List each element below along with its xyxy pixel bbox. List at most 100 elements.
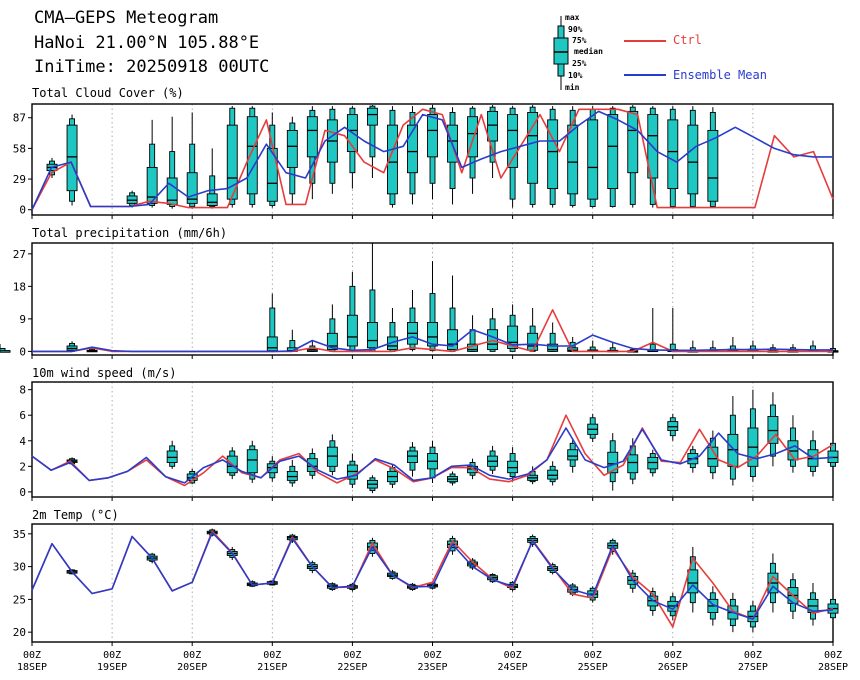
y-tick-label: 0	[19, 204, 26, 217]
y-tick-label: 0	[19, 486, 26, 499]
legend-median-label: median	[574, 47, 603, 56]
y-tick-label: 9	[19, 313, 26, 326]
y-tick-label: 87	[13, 112, 26, 125]
x-tick-label: 25SEP	[578, 662, 608, 673]
panel-1: Total precipitation (mm/6h) 0 9 18 27	[0, 226, 839, 359]
ensemble-mean-line	[31, 427, 834, 484]
x-tick-label: 19SEP	[97, 662, 127, 673]
box-inner	[427, 322, 438, 347]
box-inner	[507, 325, 519, 349]
box-inner	[707, 129, 719, 202]
x-tick-label: 23SEP	[417, 662, 447, 673]
meteogram-title: CMA—GEPS Meteogram	[34, 8, 219, 28]
box-inner	[707, 446, 719, 467]
x-tick-label: 22SEP	[337, 662, 367, 673]
box-inner	[387, 124, 398, 195]
box-inner	[567, 449, 579, 461]
x-tick-label: 00Z	[183, 650, 201, 661]
box-inner	[607, 114, 619, 190]
box-inner	[366, 107, 378, 126]
ensemble-mean-line	[32, 328, 833, 353]
panel-title: 2m Temp (°C)	[32, 508, 119, 522]
x-tick-label: 27SEP	[738, 662, 768, 673]
ensemble-mean-line	[31, 110, 833, 211]
box-inner	[687, 569, 699, 594]
box-inner	[366, 322, 378, 349]
legend-box-icon	[553, 16, 569, 90]
ensemble-mean-line	[31, 531, 834, 620]
box-inner	[487, 110, 499, 142]
y-tick-label: 30	[13, 561, 26, 574]
box-inner	[447, 329, 458, 351]
box-inner	[346, 314, 358, 347]
legend-min-label: min	[565, 83, 580, 92]
box-inner	[567, 124, 579, 195]
box-inner	[266, 336, 278, 352]
box-inner	[226, 124, 238, 200]
y-tick-label: 6	[19, 409, 26, 422]
box-inner	[487, 329, 499, 351]
legend-p25-label: 25%	[572, 59, 587, 68]
box-inner	[66, 124, 78, 192]
y-tick-label: 0	[19, 345, 26, 358]
y-tick-label: 20	[13, 626, 26, 639]
box-inner	[687, 124, 699, 195]
box-inner	[467, 116, 478, 158]
box-inner	[627, 110, 639, 174]
box-inner	[407, 124, 418, 174]
box-inner	[0, 350, 11, 353]
y-tick-label: 18	[13, 280, 26, 293]
legend: max 90% 75% median 25% 10% min Ctrl Ense…	[550, 10, 850, 95]
y-tick-label: 27	[13, 248, 26, 261]
box-inner	[306, 116, 318, 158]
panel-2: 10m wind speed (m/s) 0 2 4 6 8	[19, 366, 839, 501]
x-tick-label: 18SEP	[17, 662, 47, 673]
box-inner	[547, 119, 559, 190]
init-time: IniTime: 20250918 00UTC	[34, 57, 270, 77]
x-tick-label: 00Z	[263, 650, 281, 661]
box-inner	[146, 166, 158, 204]
legend-p90-label: 90%	[568, 25, 583, 34]
panel-title: Total precipitation (mm/6h)	[32, 226, 227, 240]
y-tick-label: 4	[19, 435, 26, 448]
box-inner	[527, 332, 539, 351]
panel-title: Total Cloud Cover (%)	[32, 86, 184, 100]
box-inner	[186, 172, 198, 204]
box-inner	[667, 119, 679, 190]
y-tick-label: 29	[13, 173, 26, 186]
box-inner	[246, 116, 258, 195]
x-tick-label: 00Z	[423, 650, 441, 661]
legend-max-label: max	[565, 13, 580, 22]
x-tick-label: 28SEP	[818, 662, 848, 673]
y-tick-label: 8	[19, 384, 26, 397]
x-tick-label: 00Z	[103, 650, 121, 661]
y-tick-label: 58	[13, 142, 26, 155]
box-inner	[507, 114, 519, 168]
box-inner	[266, 147, 278, 202]
legend-p75-label: 75%	[572, 36, 587, 45]
legend-p10-label: 10%	[568, 71, 583, 80]
y-tick-label: 25	[13, 593, 26, 606]
box-inner	[527, 112, 539, 184]
box-inner	[326, 332, 338, 351]
x-tick-label: 00Z	[664, 650, 682, 661]
box-inner	[387, 336, 398, 351]
x-tick-label: 00Z	[584, 650, 602, 661]
x-tick-label: 00Z	[23, 650, 41, 661]
box-inner	[427, 114, 438, 158]
x-tick-label: 00Z	[824, 650, 842, 661]
x-tick-label: 21SEP	[257, 662, 287, 673]
x-tick-label: 00Z	[744, 650, 762, 661]
y-tick-label: 35	[13, 528, 26, 541]
box-inner	[206, 193, 218, 206]
legend-ctrl-label: Ctrl	[673, 33, 702, 47]
box-inner	[246, 449, 258, 474]
panel-title: 10m wind speed (m/s)	[32, 366, 177, 380]
legend-mean-label: Ensemble Mean	[673, 68, 767, 82]
box-inner	[286, 129, 298, 168]
y-tick-label: 2	[19, 460, 26, 473]
x-tick-label: 26SEP	[658, 662, 688, 673]
box-inner	[587, 119, 599, 200]
ctrl-line	[31, 108, 834, 211]
x-tick-label: 24SEP	[498, 662, 528, 673]
